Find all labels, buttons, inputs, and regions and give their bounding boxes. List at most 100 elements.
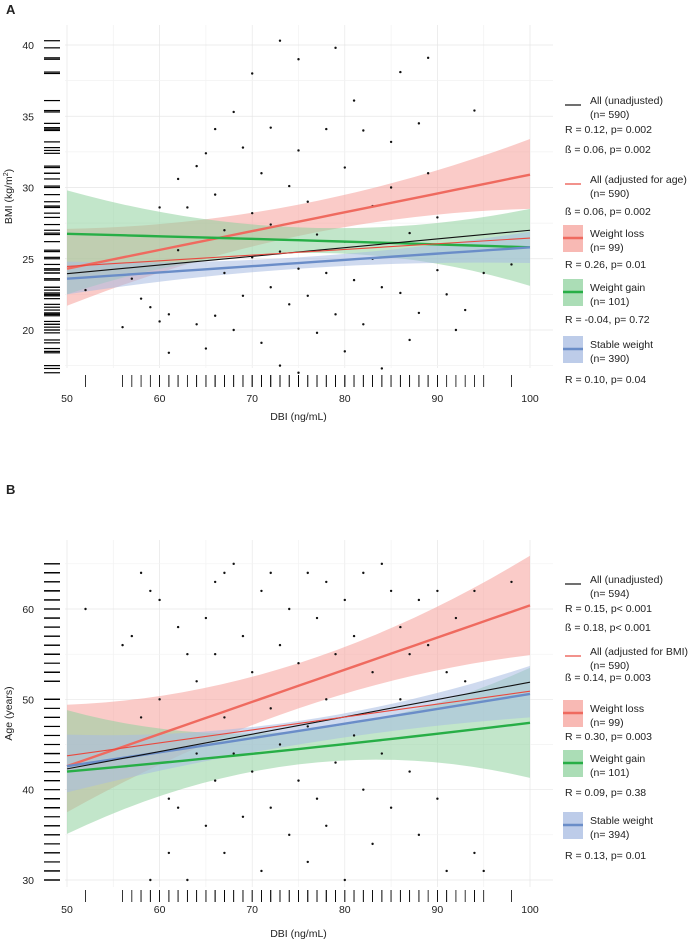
data-point [232, 562, 235, 566]
data-point [167, 851, 171, 855]
data-point [343, 166, 346, 169]
data-point [121, 325, 124, 329]
data-point [306, 725, 309, 728]
data-point [408, 770, 411, 773]
data-point [186, 652, 189, 656]
data-point [436, 268, 439, 272]
data-point [213, 127, 217, 131]
data-point [315, 616, 319, 620]
data-point [130, 277, 134, 280]
data-point [223, 271, 226, 275]
x-tick-label: 50 [61, 904, 73, 916]
fit-line-weight-gain [66, 721, 531, 773]
x-tick-label: 70 [246, 904, 258, 916]
data-point [352, 99, 356, 102]
data-point [241, 146, 245, 149]
data-point [315, 797, 319, 800]
data-point [176, 625, 180, 629]
data-point [204, 824, 208, 827]
data-point [269, 806, 272, 809]
data-point [445, 671, 448, 674]
y-tick-label: 50 [22, 694, 34, 706]
data-point [482, 869, 485, 873]
data-point [278, 643, 282, 647]
legend: All (unadjusted) (n= 590) R = 0.12, p= 0.0… [563, 95, 687, 386]
data-point [380, 367, 384, 370]
legend-label: Stable weight [590, 339, 653, 351]
legend-stat: R = 0.30, p= 0.003 [565, 731, 652, 743]
data-point [306, 860, 309, 864]
legend-label: All (adjusted for age) [590, 174, 687, 186]
legend-label: Weight loss [590, 228, 644, 240]
data-point [195, 164, 198, 168]
fit-line-all-unadjusted- [66, 681, 531, 770]
data-point [251, 770, 254, 773]
data-point [389, 589, 393, 593]
data-point [436, 589, 439, 593]
x-tick-label: 100 [521, 393, 539, 405]
legend-stat: R = 0.10, p= 0.04 [565, 374, 646, 386]
data-point [399, 70, 402, 74]
rug-y [44, 40, 60, 374]
legend: All (unadjusted) (n= 594) R = 0.15, p< 0.0… [563, 574, 688, 862]
data-point [288, 184, 291, 188]
data-point [463, 680, 467, 683]
data-point [223, 716, 226, 719]
data-point [334, 652, 337, 656]
fit-line-weight-gain [66, 232, 531, 249]
data-point [297, 267, 300, 270]
x-tick-label: 70 [246, 393, 258, 405]
data-point [436, 797, 439, 800]
data-point [445, 293, 448, 296]
data-point [232, 752, 235, 755]
y-tick-label: 35 [22, 111, 34, 123]
data-point [278, 39, 282, 42]
data-point [251, 211, 254, 215]
legend-item: All (adjusted for age) (n= 590) ß = 0.06, … [565, 174, 687, 218]
x-tick-label: 80 [339, 393, 351, 405]
data-point [204, 616, 208, 620]
data-point [195, 680, 198, 683]
data-point [278, 364, 282, 367]
data-point [362, 323, 365, 326]
legend-item: All (adjusted for BMI) (n= 590)ß = 0.14, … [565, 646, 688, 684]
y-axis-label-text: Age (years) [3, 686, 15, 740]
data-point [297, 779, 300, 782]
y-tick-label: 20 [22, 325, 34, 337]
x-tick-label: 80 [339, 904, 351, 916]
data-point [371, 671, 374, 674]
legend-stat: ß = 0.14, p= 0.003 [565, 672, 651, 684]
legend-item: Stable weight (n= 394) R = 0.13, p= 0.01 [563, 812, 653, 862]
data-point [482, 271, 485, 275]
data-point [352, 734, 356, 737]
y-tick-label: 40 [22, 785, 34, 797]
data-point [389, 140, 393, 144]
data-point [167, 351, 171, 354]
data-point [213, 652, 217, 656]
data-point [473, 589, 476, 593]
data-point [251, 671, 254, 674]
x-tick-label: 90 [432, 393, 444, 405]
data-point [445, 869, 448, 873]
data-point [297, 371, 300, 374]
data-point [334, 46, 337, 50]
data-point [315, 331, 319, 335]
legend-label: (n= 99) [590, 242, 624, 254]
data-point [408, 652, 411, 656]
data-point [186, 206, 189, 209]
data-point [167, 313, 171, 316]
data-point [288, 607, 291, 611]
fit-line-stable-weight [66, 246, 531, 280]
data-point [325, 580, 328, 584]
legend-label: (n= 101) [590, 296, 629, 308]
data-point [297, 149, 300, 152]
data-point [306, 571, 309, 575]
legend-stat: R = 0.12, p= 0.002 [565, 124, 652, 136]
data-point [343, 878, 346, 882]
data-point [195, 752, 198, 755]
data-point [269, 126, 272, 129]
data-point [149, 878, 152, 882]
data-point [288, 833, 291, 837]
data-point [278, 743, 282, 746]
data-point [130, 634, 134, 638]
